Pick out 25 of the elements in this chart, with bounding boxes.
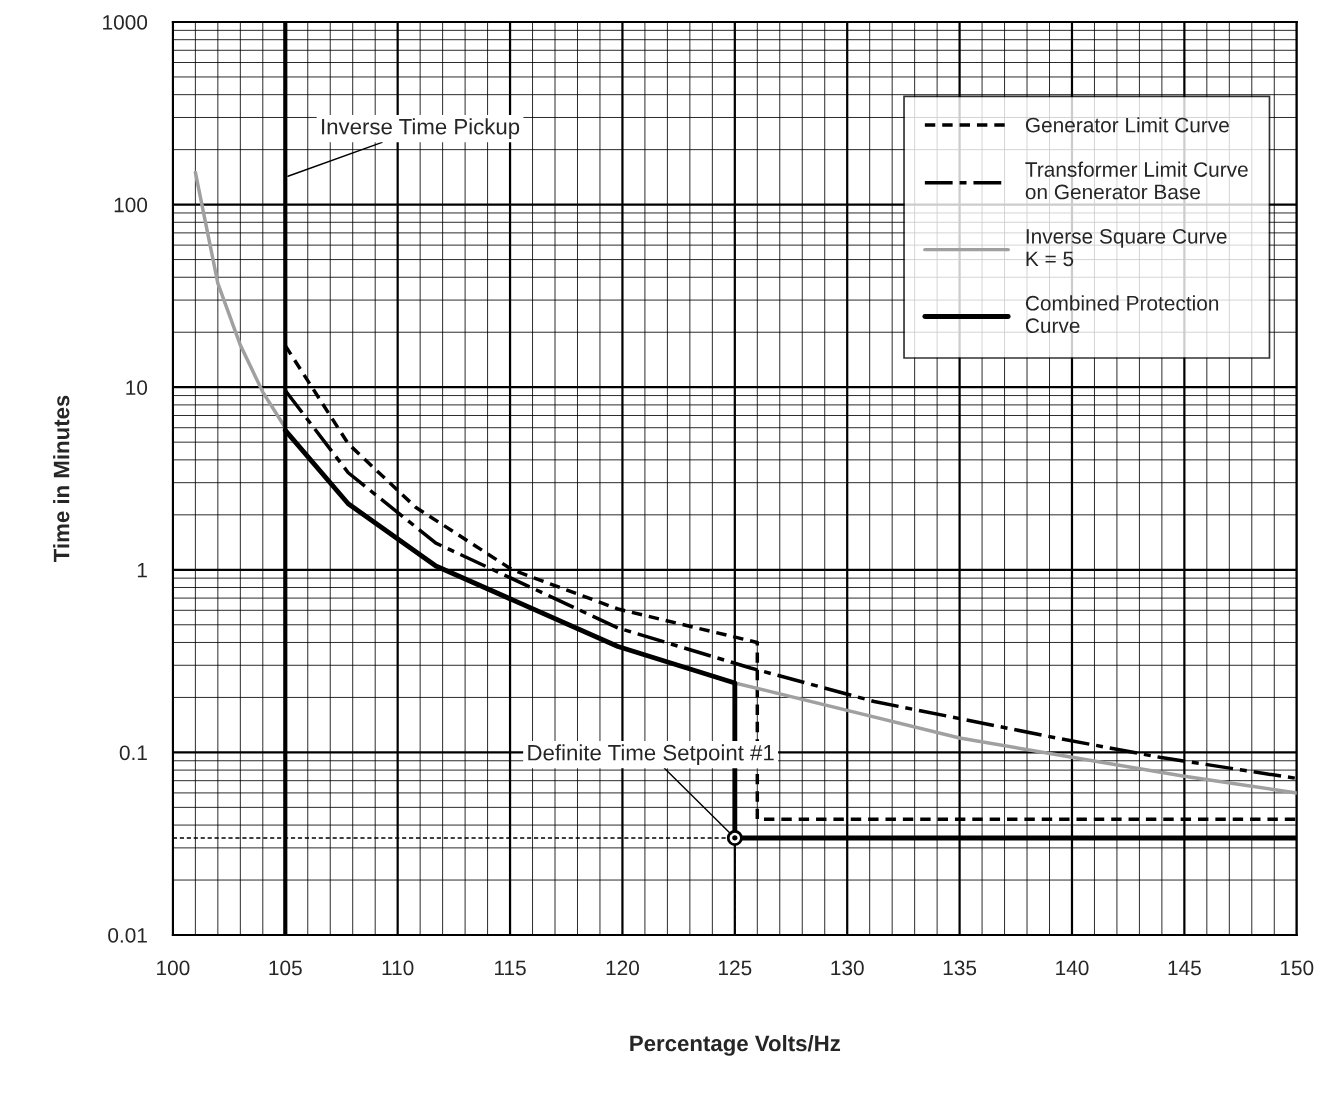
- x-tick-label: 105: [269, 960, 302, 976]
- x-tick-label: 135: [943, 960, 977, 976]
- y-tick-label: 1000: [103, 15, 148, 30]
- x-tick-label: 130: [831, 960, 864, 976]
- legend-label: Transformer Limit Curve on Generator Base: [1025, 161, 1248, 200]
- x-tick-label: 140: [1056, 960, 1089, 976]
- y-tick-label: 10: [126, 380, 148, 395]
- x-tick-label: 125: [719, 960, 752, 976]
- y-tick-label: 100: [114, 197, 148, 213]
- y-tick-label: 1: [137, 563, 147, 578]
- x-axis-title: Percentage Volts/Hz: [630, 1034, 841, 1056]
- x-tick-label: 120: [606, 960, 640, 976]
- x-tick-label: 145: [1168, 960, 1201, 976]
- x-tick-label: 110: [382, 960, 414, 976]
- ref-line-label: Inverse Time Pickup: [322, 118, 520, 139]
- annotation: Definite Time Setpoint #1: [528, 744, 774, 765]
- legend-label: Generator Limit Curve: [1025, 117, 1229, 133]
- x-tick-label: 100: [157, 960, 190, 976]
- y-axis-title: Time in Minutes: [53, 395, 70, 563]
- legend-label: Inverse Square Curve K = 5: [1026, 228, 1227, 267]
- legend-label: Combined Protection Curve: [1025, 295, 1219, 334]
- x-tick-label: 150: [1280, 960, 1314, 976]
- y-tick-label: 0.01: [108, 928, 147, 943]
- y-tick-label: 0.1: [119, 745, 147, 761]
- x-tick-label: 115: [495, 960, 526, 976]
